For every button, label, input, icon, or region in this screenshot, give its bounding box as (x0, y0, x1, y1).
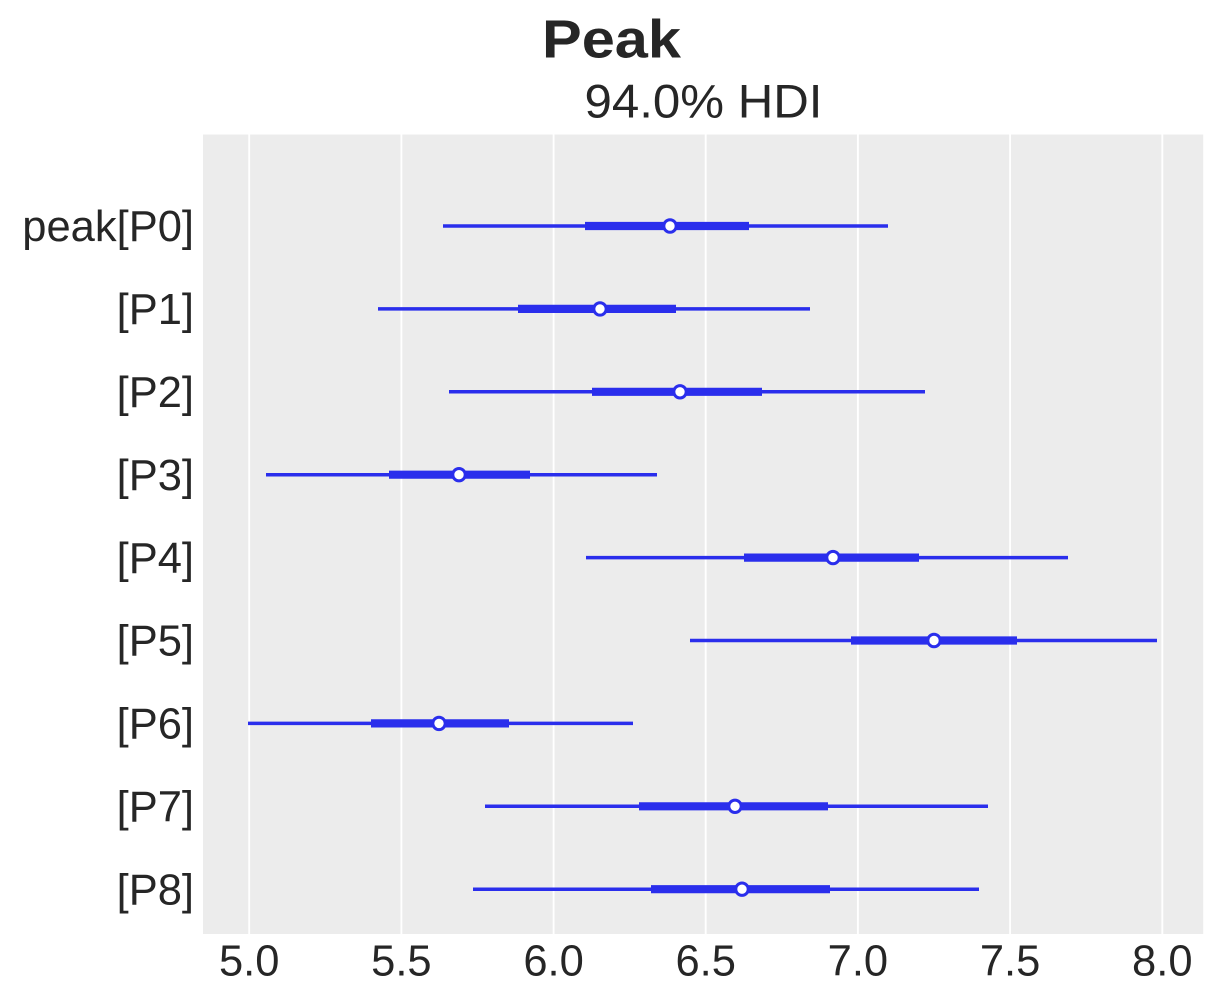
svg-text:[P4]: [P4] (117, 535, 194, 583)
svg-text:[P1]: [P1] (117, 286, 194, 334)
svg-text:peak[P0]: peak[P0] (22, 203, 194, 251)
svg-text:[P7]: [P7] (117, 784, 194, 832)
svg-text:8.0: 8.0 (1132, 937, 1192, 985)
svg-text:[P6]: [P6] (117, 701, 194, 749)
svg-text:[P3]: [P3] (117, 452, 194, 500)
svg-text:7.5: 7.5 (980, 937, 1040, 985)
svg-text:94.0% HDI: 94.0% HDI (585, 75, 823, 128)
svg-text:6.0: 6.0 (523, 937, 583, 985)
svg-text:[P2]: [P2] (117, 369, 194, 417)
svg-text:Peak: Peak (542, 10, 682, 70)
svg-text:[P8]: [P8] (117, 866, 194, 914)
svg-text:5.5: 5.5 (371, 937, 431, 985)
svg-text:[P5]: [P5] (117, 618, 194, 666)
svg-text:6.5: 6.5 (675, 937, 735, 985)
svg-text:5.0: 5.0 (219, 937, 279, 985)
svg-text:7.0: 7.0 (828, 937, 888, 985)
